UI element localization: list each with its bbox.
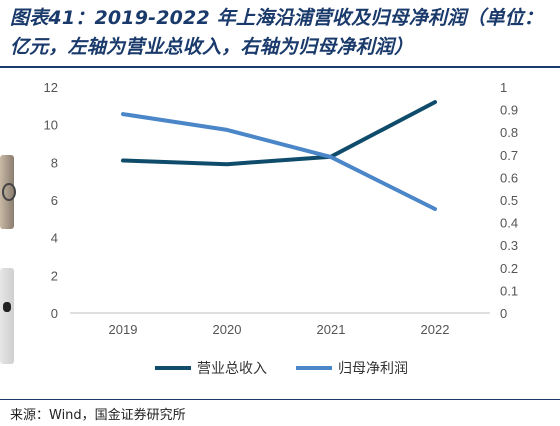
edge-photo-dot — [3, 302, 11, 312]
series-line-1 — [121, 100, 437, 167]
right-axis: 0 0.1 0.2 0.3 0.4 0.5 0.6 0.7 0.8 0.9 1 — [500, 80, 518, 321]
left-tick-label: 6 — [51, 193, 58, 208]
x-tick-label: 2021 — [317, 322, 346, 337]
edge-photo-fragment — [0, 268, 14, 364]
footer-divider — [0, 399, 560, 400]
x-tick-label: 2020 — [213, 322, 242, 337]
left-tick-label: 4 — [51, 231, 58, 246]
series-layer — [121, 100, 437, 211]
right-tick-label: 0.8 — [500, 125, 518, 140]
right-tick-label: 0.7 — [500, 148, 518, 163]
right-tick-label: 0 — [500, 306, 507, 321]
right-tick-label: 0.2 — [500, 261, 518, 276]
right-tick-label: 0.1 — [500, 283, 518, 298]
left-tick-label: 0 — [51, 306, 58, 321]
legend-label-2: 归母净利润 — [338, 360, 408, 377]
edge-photo-fragment — [0, 155, 16, 229]
legend-label-1: 营业总收入 — [197, 361, 267, 377]
right-tick-label: 0.3 — [500, 238, 518, 253]
left-tick-label: 10 — [44, 118, 58, 133]
x-axis: 2019 2020 2021 2022 — [109, 322, 450, 337]
x-tick-label: 2019 — [109, 322, 138, 337]
series-line-2 — [121, 112, 437, 211]
right-tick-label: 0.4 — [500, 216, 518, 231]
left-axis: 0 2 4 6 8 10 12 — [44, 80, 58, 321]
source-note: 来源：Wind，国金证券研究所 — [10, 408, 186, 423]
left-tick-label: 2 — [51, 268, 58, 283]
title-divider — [0, 66, 560, 68]
right-tick-label: 1 — [500, 80, 507, 95]
right-tick-label: 0.5 — [500, 193, 518, 208]
right-tick-label: 0.9 — [500, 103, 518, 118]
edge-photo-ring — [2, 183, 16, 201]
chart-title: 图表41：2019-2022 年上海沿浦营收及归母净利润（单位：亿元，左轴为营业… — [10, 7, 544, 58]
legend: 营业总收入 归母净利润 — [155, 360, 408, 377]
left-tick-label: 12 — [44, 80, 58, 95]
left-tick-label: 8 — [51, 155, 58, 170]
right-tick-label: 0.6 — [500, 170, 518, 185]
x-tick-label: 2022 — [421, 322, 450, 337]
